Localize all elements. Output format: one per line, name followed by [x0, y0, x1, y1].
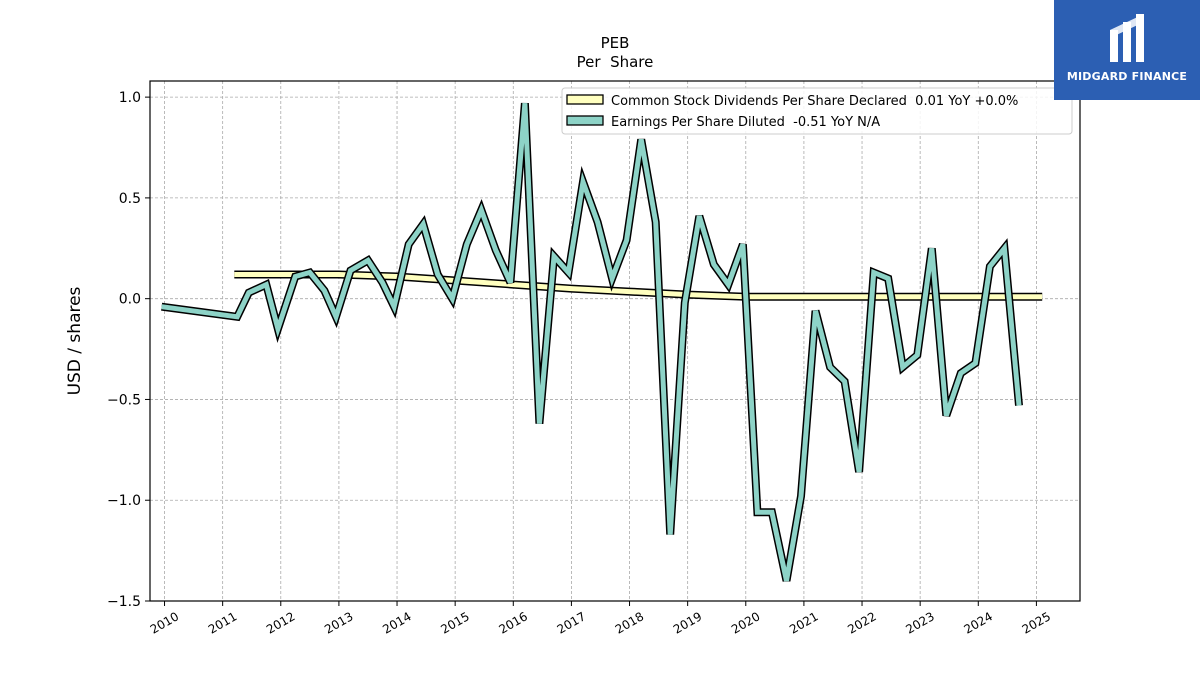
x-tick-label: 2012	[264, 609, 297, 636]
legend-box	[561, 87, 1073, 135]
series-outline	[161, 102, 1023, 582]
chart-subtitle: Per Share	[577, 53, 654, 71]
x-tick-label: 2016	[497, 609, 530, 636]
y-tick-label: 0.5	[119, 191, 141, 207]
x-tick-label: 2015	[438, 609, 471, 636]
x-tick-label: 2020	[729, 609, 762, 636]
x-tick-label: 2013	[322, 609, 355, 636]
x-tick-label: 2023	[903, 609, 936, 636]
y-tick-label: 1.0	[119, 90, 141, 106]
x-tick-label: 2021	[787, 609, 820, 636]
legend-swatch-dividends	[566, 94, 604, 105]
brand-logo: MIDGARD FINANCE	[1054, 0, 1200, 100]
x-tick-label: 2024	[962, 609, 995, 636]
y-axis-label: USD / shares	[65, 286, 85, 395]
legend-label-dividends: Common Stock Dividends Per Share Declare…	[611, 94, 1018, 109]
y-tick-label: 0.0	[119, 292, 141, 308]
x-tick-label: 2018	[613, 609, 646, 636]
y-tick-label: −0.5	[107, 392, 141, 408]
y-tick-label: −1.5	[107, 594, 141, 610]
series-stroke	[161, 102, 1022, 582]
eps-line	[161, 102, 1023, 582]
y-tick-label: −1.0	[107, 493, 141, 509]
x-tick-label: 2011	[206, 609, 239, 636]
x-tick-label: 2019	[671, 609, 704, 636]
x-tick-label: 2022	[845, 609, 878, 636]
brand-name: MIDGARD FINANCE	[1066, 70, 1188, 83]
legend-label-eps: Earnings Per Share Diluted -0.51 YoY N/A	[611, 115, 880, 130]
dividends-line	[234, 270, 1043, 301]
logo-mark-icon	[1110, 14, 1144, 62]
x-tick-label: 2017	[555, 609, 588, 636]
chart-title: PEB	[601, 34, 630, 52]
x-tick-label: 2010	[148, 609, 181, 636]
legend: Common Stock Dividends Per Share Declare…	[561, 87, 1073, 135]
legend-swatch-eps	[566, 115, 604, 126]
x-tick-label: 2025	[1020, 609, 1053, 636]
series-lines	[161, 102, 1043, 582]
x-tick-label: 2014	[380, 609, 413, 636]
plot-frame	[149, 80, 1081, 602]
